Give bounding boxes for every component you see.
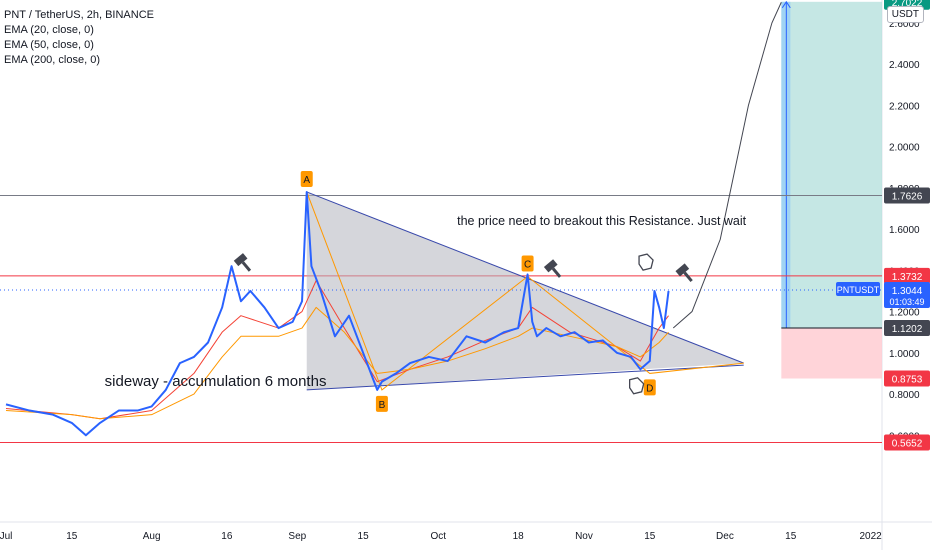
symbol-tag-box: [836, 282, 880, 297]
level-axis-label-2-text: 1.3732: [892, 272, 923, 283]
legend-ema-200[interactable]: EMA (200, close, 0): [4, 54, 100, 66]
legend-symbol[interactable]: PNT / TetherUS, 2h, BINANCE: [4, 9, 154, 21]
symbol-tag-text: PNTUSDT: [837, 285, 880, 295]
x-tick-label-9: 15: [644, 531, 656, 542]
level-axis-label-1-box: [884, 187, 930, 204]
stop-axis-label-box: [884, 370, 930, 387]
current-price-box: [884, 282, 930, 309]
hand-pointer-icon: [638, 253, 654, 271]
point-tag-label-c: C: [524, 260, 531, 271]
annotation-text-1: sideway - accumulation 6 months: [105, 373, 327, 390]
point-tag-label-d: D: [646, 383, 653, 394]
x-tick-label-7: 18: [513, 531, 525, 542]
hand-pointer-icon-shape: [629, 377, 645, 395]
projection-curve: [672, 2, 782, 329]
point-tag-a: [300, 170, 313, 187]
x-tick-label-11: 15: [785, 531, 797, 542]
currency-button[interactable]: USDT: [886, 6, 924, 23]
y-tick-label-1: 0.8000: [889, 390, 920, 401]
hammer-icon-handle: [551, 267, 562, 278]
y-tick-label-3: 1.2000: [889, 308, 920, 319]
x-tick-label-3: 16: [221, 531, 233, 542]
legend-ema-20[interactable]: EMA (20, close, 0): [4, 24, 94, 36]
hammer-icon-head: [675, 263, 690, 277]
level-axis-label-3-text: 0.5652: [892, 438, 923, 449]
x-tick-label-1: 15: [66, 531, 78, 542]
target-axis-label-text: 2.7022: [892, 0, 923, 9]
x-tick-label-4: Sep: [288, 531, 306, 542]
hammer-icon-head: [233, 253, 248, 267]
x-tick-label-10: Dec: [716, 531, 734, 542]
level-axis-label-3-box: [884, 434, 930, 451]
point-tag-b: [375, 395, 388, 412]
hammer-icon: [233, 253, 252, 272]
hammer-icon: [543, 259, 562, 278]
hammer-icon-handle: [683, 271, 693, 283]
level-axis-label-2-box: [884, 267, 930, 284]
triangle-upper-edge: [306, 191, 744, 364]
entry-axis-label-text: 1.1202: [892, 324, 923, 335]
y-tick-label-2: 1.0000: [889, 349, 920, 360]
level-axis-label-1-text: 1.7626: [892, 192, 923, 203]
price-line: [5, 190, 670, 437]
stop-axis-label-text: 0.8753: [892, 375, 923, 386]
point-tag-c: [521, 255, 534, 272]
point-tag-label-b: B: [379, 400, 386, 411]
target-zone: [781, 1, 882, 329]
hand-pointer-icon-shape: [638, 253, 654, 271]
y-tick-label-9: 2.4000: [889, 60, 920, 71]
chart-legend: PNT / TetherUS, 2h, BINANCE EMA (20, clo…: [4, 8, 154, 68]
x-tick-label-8: Nov: [575, 531, 593, 542]
y-tick-label-8: 2.2000: [889, 101, 920, 112]
measure-arrow-head: [781, 0, 791, 9]
x-tick-label-0: Jul: [0, 531, 12, 542]
x-tick-label-12: 2022: [859, 531, 882, 542]
legend-ema-50[interactable]: EMA (50, close, 0): [4, 39, 94, 51]
annotation-text-0: the price need to breakout this Resistan…: [457, 214, 747, 228]
point-tag-label-a: A: [303, 175, 310, 186]
x-tick-label-6: Oct: [431, 531, 447, 542]
y-tick-label-5: 1.6000: [889, 225, 920, 236]
hammer-icon-head: [543, 259, 558, 273]
ema-20-line: [5, 280, 669, 420]
x-tick-label-2: Aug: [143, 531, 161, 542]
y-tick-label-10: 2.6000: [889, 19, 920, 30]
stop-zone: [781, 328, 882, 379]
current-price-countdown: 01:03:49: [889, 297, 924, 307]
y-tick-label-7: 2.0000: [889, 143, 920, 154]
point-tag-d: [643, 379, 656, 396]
hammer-icon-handle: [241, 261, 252, 272]
current-price-value: 1.3044: [892, 286, 923, 297]
x-tick-label-5: 15: [358, 531, 370, 542]
hammer-icon: [675, 263, 693, 283]
hand-pointer-icon: [629, 377, 645, 395]
entry-axis-label-box: [884, 320, 930, 337]
